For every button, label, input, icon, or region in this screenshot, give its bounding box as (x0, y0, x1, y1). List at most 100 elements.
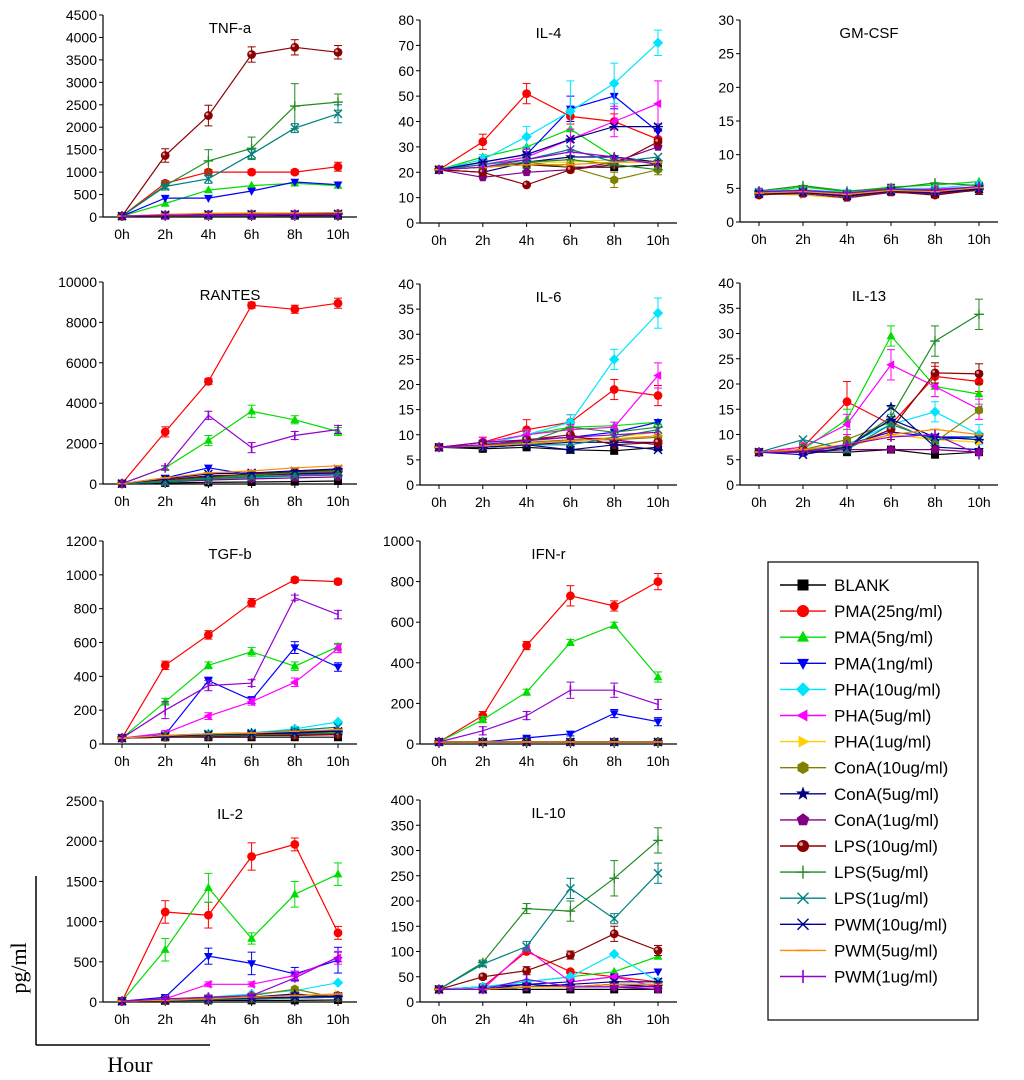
y-tick-label: 200 (74, 702, 98, 718)
data-point (522, 443, 531, 452)
x-tick-label: 0h (431, 753, 447, 769)
x-tick-label: 8h (927, 231, 943, 247)
x-tick-label: 0h (114, 753, 130, 769)
data-point (203, 979, 212, 989)
series-pwm-1ug-ml (758, 181, 980, 198)
series-line (121, 474, 339, 485)
x-tick-label: 10h (646, 753, 669, 769)
data-point (931, 450, 939, 459)
data-point (478, 972, 488, 982)
series-line (438, 42, 659, 171)
chart-tgf-b: 0 200 400 600 800 1000 1200 0h 2h 4h 6h 8h 10h TGF-b (66, 533, 357, 769)
x-tick-label: 2h (157, 753, 173, 769)
legend-entry-lps-1ug-ml: LPS(1ug/ml) (780, 889, 928, 908)
series-line (121, 211, 339, 217)
x-tick-label: 4h (519, 232, 535, 248)
data-point (247, 167, 256, 177)
y-tick-label: 30 (398, 326, 414, 342)
y-tick-label: 8000 (66, 314, 97, 330)
data-point (204, 883, 213, 891)
data-point (246, 729, 257, 739)
y-tick-label: 20 (718, 376, 734, 392)
x-tick-label: 10h (326, 226, 349, 242)
legend-label: BLANK (834, 576, 890, 595)
x-tick-label: 2h (157, 1011, 173, 1027)
series-line (121, 730, 339, 739)
data-point (247, 472, 257, 482)
legend-marker (796, 709, 808, 722)
data-point (203, 174, 213, 184)
series-pwm-5ug-ml (117, 728, 343, 739)
series-pma-25ng-ml (117, 575, 343, 743)
x-tick-label: 2h (475, 494, 491, 510)
chart-il-4: 0 10 20 30 40 50 60 70 80 0h 2h 4h 6h 8h 10h IL-4 (398, 12, 677, 248)
x-tick-label: 0h (114, 226, 130, 242)
x-tick-label: 10h (646, 1011, 669, 1027)
data-point (653, 946, 663, 955)
y-tick-label: 0 (726, 477, 734, 493)
y-tick-label: 2000 (66, 119, 97, 135)
y-tick-label: 600 (391, 614, 415, 630)
data-point (974, 389, 984, 398)
x-tick-label: 6h (563, 494, 579, 510)
data-point (333, 472, 343, 481)
data-point (333, 928, 343, 938)
x-tick-label: 0h (114, 493, 130, 509)
y-tick-label: 70 (398, 37, 414, 53)
series-pwm-1ug-ml (438, 681, 662, 747)
series-line (438, 431, 659, 448)
legend-label: ConA(1ug/ml) (834, 811, 939, 830)
y-tick-label: 1000 (383, 533, 414, 549)
data-point (478, 714, 488, 723)
y-tick-label: 150 (391, 918, 415, 934)
data-point (930, 444, 940, 454)
series-line (121, 982, 339, 1002)
data-point (160, 474, 170, 484)
series-line (121, 729, 339, 739)
series-line (438, 92, 659, 171)
legend-entry-cona-5ug-ml: ConA(5ug/ml) (780, 785, 939, 804)
data-point (886, 360, 895, 370)
data-point (333, 644, 342, 653)
series-line (758, 364, 980, 453)
data-point (203, 730, 214, 740)
y-tick-label: 10 (398, 190, 414, 206)
series-pwm-1ug-ml (121, 209, 339, 221)
y-tick-label: 200 (391, 893, 415, 909)
data-point (566, 591, 575, 601)
data-point (247, 187, 256, 196)
data-point (333, 663, 343, 672)
data-point (204, 111, 213, 120)
x-tick-label: 2h (157, 226, 173, 242)
x-tick-label: 2h (475, 1011, 491, 1027)
y-tick-label: 1200 (66, 533, 97, 549)
data-point (290, 728, 300, 738)
x-tick-label: 8h (287, 753, 303, 769)
data-point (290, 101, 300, 111)
x-tick-label: 4h (519, 753, 535, 769)
data-point (609, 929, 619, 939)
data-point (653, 99, 662, 109)
data-point (653, 445, 663, 455)
chart-title: IL-4 (536, 25, 562, 42)
series-line (121, 465, 339, 485)
y-tick-label: 2500 (66, 97, 97, 113)
data-point (478, 959, 488, 969)
data-point (886, 414, 896, 424)
y-tick-label: 50 (398, 969, 414, 985)
series-line (758, 449, 980, 453)
x-tick-label: 10h (646, 494, 669, 510)
data-point (290, 677, 298, 687)
data-point (653, 968, 663, 977)
legend-entry-cona-10ug-ml: ConA(10ug/ml) (780, 759, 948, 778)
x-tick-label: 0h (751, 231, 767, 247)
y-tick-label: 10 (718, 427, 734, 443)
legend-marker (797, 579, 809, 591)
series-lps-1ug-ml (434, 862, 663, 994)
series-pha-10ug-ml (116, 716, 344, 744)
series-lps-1ug-ml (117, 104, 343, 221)
y-tick-label: 500 (74, 187, 98, 203)
series-line (121, 468, 339, 485)
legend-label: PMA(25ng/ml) (834, 602, 943, 621)
chart-il-6: 0 5 10 15 20 25 30 35 40 0h 2h 4h 6h 8h 10h IL-6 (398, 276, 677, 510)
